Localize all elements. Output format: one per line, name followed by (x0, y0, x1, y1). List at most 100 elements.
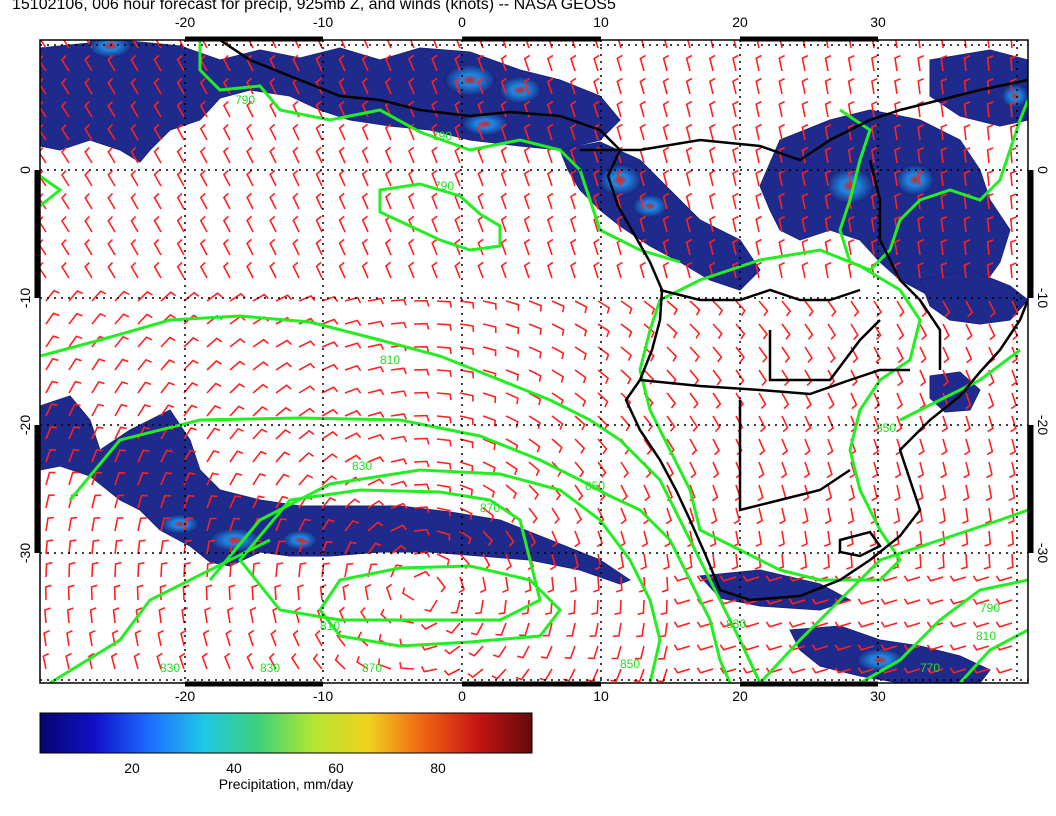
wind-barb (60, 193, 70, 210)
wind-barb (873, 346, 882, 364)
colorbar-caption: Precipitation, mm/day (218, 776, 354, 792)
wind-barb (91, 471, 103, 486)
wind-barb (709, 530, 717, 548)
wind-barb (137, 313, 153, 325)
contour-label: 830 (160, 661, 180, 675)
wind-barb (987, 40, 990, 49)
wind-barb (384, 192, 392, 210)
wind-barb (732, 123, 739, 141)
contour-label: 850 (876, 421, 896, 435)
wind-barb (871, 54, 878, 72)
wind-barb (222, 215, 231, 233)
wind-barb (275, 451, 291, 463)
wind-barb (719, 575, 737, 582)
wind-barb (708, 238, 716, 256)
wind-barb (361, 215, 369, 233)
wind-barb (199, 261, 208, 279)
wind-barb (431, 54, 438, 72)
wind-barb (755, 169, 762, 187)
wind-barb (732, 54, 739, 72)
wind-barb (298, 562, 307, 578)
wind-barb (1011, 369, 1018, 387)
wind-barb (917, 239, 925, 256)
wind-barb (158, 607, 166, 624)
wind-barb (338, 261, 346, 279)
wind-barb (873, 415, 880, 433)
wind-barb (229, 292, 246, 302)
wind-barb (544, 599, 553, 615)
wind-barb (312, 653, 323, 670)
wind-barb (246, 77, 254, 95)
wind-barb (827, 438, 834, 456)
contour-label: 870 (362, 661, 382, 675)
wind-barb (60, 124, 70, 141)
wind-barb (229, 540, 239, 555)
wind-barb (206, 382, 222, 394)
wind-barb (269, 77, 277, 95)
wind-barb (199, 192, 208, 210)
wind-barb (454, 146, 461, 164)
wind-barb (40, 262, 47, 279)
wind-barb (758, 300, 769, 317)
wind-barb (643, 346, 655, 362)
border-east (868, 159, 942, 370)
wind-barb (801, 261, 809, 279)
wind-barb (160, 291, 177, 302)
wind-barb (571, 40, 576, 49)
wind-barb (246, 261, 254, 279)
wind-barb (222, 54, 231, 72)
wind-barb (732, 192, 739, 210)
wind-barb (848, 40, 852, 49)
wind-barb (91, 539, 100, 555)
wind-barb (505, 530, 515, 547)
wind-barb (972, 621, 990, 628)
wind-barb (926, 621, 944, 628)
wind-barb (801, 215, 809, 233)
lat-tick-right: -10 (1035, 288, 1051, 308)
wind-barb (919, 323, 928, 341)
colorbar-tick: 40 (226, 760, 242, 776)
wind-barb (107, 77, 116, 95)
wind-barb (477, 54, 484, 72)
wind-barb (546, 215, 554, 233)
wind-barb (130, 215, 139, 233)
wind-barb (112, 607, 120, 624)
wind-barb (616, 261, 623, 279)
wind-barb (252, 428, 268, 440)
wind-barb (68, 471, 79, 486)
wind-barb (413, 460, 430, 468)
wind-barb (269, 169, 277, 187)
wind-barb (1006, 553, 1014, 570)
wind-barb (662, 146, 670, 164)
wind-barb (712, 461, 720, 479)
wind-barb (517, 645, 530, 659)
wind-barb (321, 363, 339, 371)
wind-barb (454, 77, 461, 95)
wind-barb (802, 484, 810, 502)
wind-barb (574, 461, 585, 478)
wind-barb (972, 644, 990, 651)
colorbar-tick: 60 (328, 760, 344, 776)
wind-barb (319, 584, 327, 601)
wind-barb (160, 472, 172, 486)
wind-barb (824, 215, 832, 233)
wind-barb (40, 101, 47, 118)
height-contours (40, 40, 1028, 683)
wind-barb (961, 530, 969, 547)
wind-barb (633, 668, 645, 683)
lat-ticks-right: 0 -10 -20 -30 (1035, 166, 1051, 563)
wind-barb (903, 644, 921, 651)
wind-barb (505, 300, 520, 311)
wind-barb (619, 530, 626, 548)
wind-barb (937, 553, 945, 570)
precip-east-coast (919, 269, 1028, 325)
wind-barb (68, 539, 77, 555)
wind-barb (413, 437, 430, 445)
wind-barb (181, 607, 189, 624)
wind-barb (733, 507, 741, 525)
wind-barb (639, 215, 647, 233)
wind-barb (788, 575, 806, 582)
wind-barb (857, 644, 875, 651)
lon-tick-bottom: 30 (870, 688, 886, 704)
wind-barb (735, 346, 745, 363)
